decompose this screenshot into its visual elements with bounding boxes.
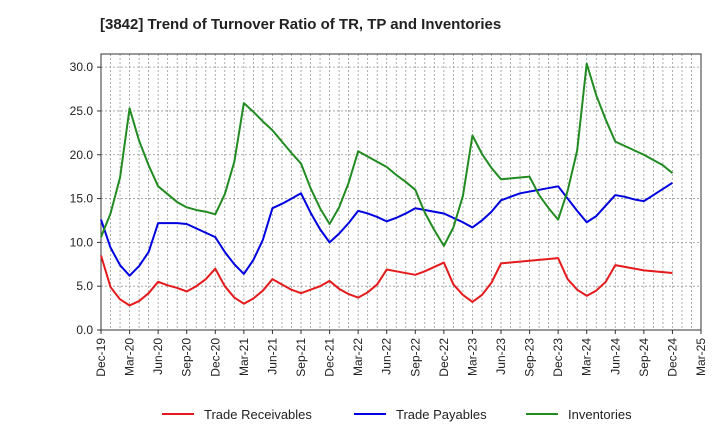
series-line-1 [100, 255, 673, 307]
x-tick-label: Jun-21 [265, 338, 279, 375]
x-tick-label: Mar-23 [465, 338, 479, 376]
y-axis: 0.0 5.0 10.0 15.0 20.0 25.0 30.0 [70, 60, 101, 337]
x-tick-label: Sep-24 [637, 338, 651, 377]
series-line-2 [100, 181, 673, 277]
x-tick-label: Sep-22 [408, 338, 422, 377]
y-tick-label: 5.0 [76, 279, 93, 293]
chart-title: [3842] Trend of Turnover Ratio of TR, TP… [100, 16, 501, 33]
legend-label: Inventories [568, 407, 632, 422]
x-tick-label: Mar-25 [694, 338, 708, 376]
y-tick-label: 20.0 [70, 148, 94, 162]
x-tick-label: Sep-20 [180, 338, 194, 377]
grid [100, 54, 702, 331]
y-tick-label: 15.0 [70, 192, 94, 206]
legend: Trade Receivables Trade Payables Inventori… [162, 407, 632, 422]
x-tick-label: Dec-23 [551, 338, 565, 377]
series-lines [100, 62, 674, 307]
x-tick-label: Sep-21 [294, 338, 308, 377]
x-tick-label: Dec-20 [208, 338, 222, 377]
series-line-3 [100, 62, 674, 247]
x-tick-label: Sep-23 [523, 338, 537, 377]
x-tick-label: Jun-20 [151, 338, 165, 375]
y-tick-label: 25.0 [70, 104, 94, 118]
x-tick-label: Mar-22 [351, 338, 365, 376]
y-tick-label: 0.0 [76, 323, 93, 337]
y-tick-label: 10.0 [70, 235, 94, 249]
x-tick-label: Dec-21 [323, 338, 337, 377]
x-tick-label: Dec-19 [94, 338, 108, 377]
x-tick-label: Dec-22 [437, 338, 451, 377]
x-axis: Dec-19 Mar-20 Jun-20 Sep-20 Dec-20 Mar-21 Jun-… [94, 330, 708, 377]
y-tick-label: 30.0 [70, 60, 94, 74]
x-tick-label: Jun-22 [380, 338, 394, 375]
legend-label: Trade Payables [396, 407, 487, 422]
x-tick-label: Mar-21 [237, 338, 251, 376]
plot-area [100, 53, 702, 331]
legend-label: Trade Receivables [204, 407, 312, 422]
x-tick-label: Mar-24 [580, 338, 594, 376]
x-tick-label: Dec-24 [665, 338, 679, 377]
x-tick-label: Mar-20 [123, 338, 137, 376]
x-tick-label: Jun-24 [608, 338, 622, 375]
x-tick-label: Jun-23 [494, 338, 508, 375]
